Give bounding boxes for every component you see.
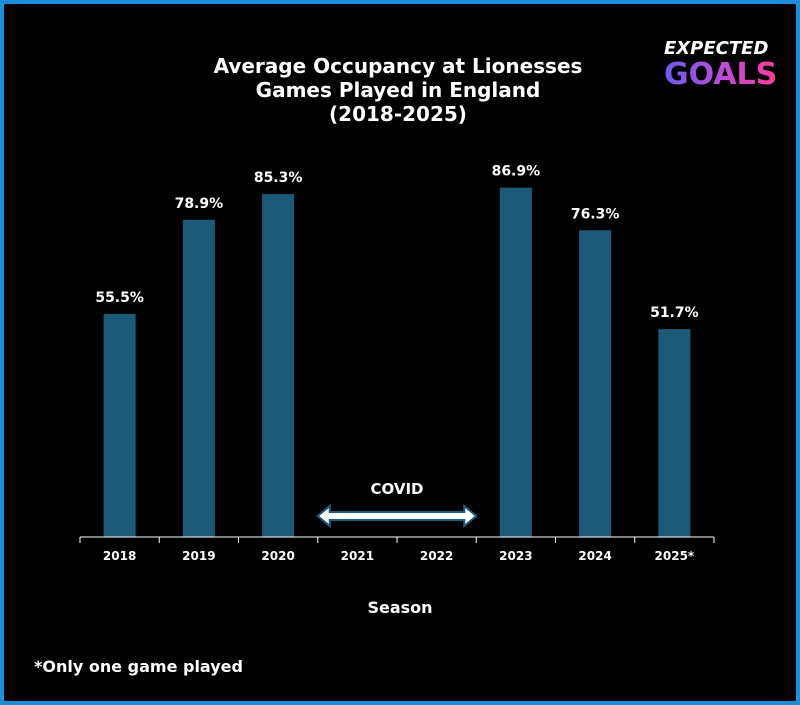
bar-2024 — [579, 230, 612, 538]
logo-text-bottom: GOALS — [664, 57, 777, 92]
bar-2023 — [499, 187, 532, 538]
data-label-2023: 86.9% — [492, 164, 541, 180]
bar-2018 — [103, 313, 136, 537]
x-tick-label: 2020 — [261, 549, 294, 563]
chart-title-line-1: Average Occupancy at Lionesses — [214, 54, 583, 78]
footnote: *Only one game played — [34, 657, 243, 676]
x-tick-label: 2023 — [499, 549, 532, 563]
bar-2025 — [658, 329, 691, 537]
bar-2020 — [262, 194, 295, 537]
bars-group — [103, 187, 691, 538]
x-tick-label: 2025* — [655, 549, 695, 563]
data-labels-group: 55.5% 78.9% 85.3% 86.9% 76.3% 51.7% — [95, 164, 698, 322]
covid-label: COVID — [371, 480, 424, 498]
data-label-2019: 78.9% — [175, 196, 224, 212]
chart-title-line-2: Games Played in England — [256, 78, 541, 102]
x-tick-label: 2024 — [578, 549, 611, 563]
x-axis-title: Season — [367, 598, 432, 617]
x-tick-label: 2018 — [103, 549, 136, 563]
logo-text-top: EXPECTED — [664, 38, 768, 59]
data-label-2024: 76.3% — [571, 206, 620, 222]
x-tick-label: 2019 — [182, 549, 215, 563]
data-label-2020: 85.3% — [254, 170, 303, 186]
covid-double-arrow — [316, 503, 478, 529]
bar-2019 — [182, 219, 215, 537]
x-axis: 2018 2019 2020 2021 2022 2023 2024 2025* — [79, 536, 715, 563]
occupancy-bar-chart: Average Occupancy at Lionesses Games Pla… — [34, 38, 777, 676]
x-tick-label: 2021 — [341, 549, 374, 563]
data-label-2025: 51.7% — [650, 305, 699, 321]
data-label-2018: 55.5% — [95, 290, 144, 306]
expected-goals-logo: EXPECTED GOALS — [664, 38, 777, 92]
x-tick-label: 2022 — [420, 549, 453, 563]
chart-frame: Average Occupancy at Lionesses Games Pla… — [4, 4, 796, 701]
chart-title-line-3: (2018-2025) — [329, 102, 467, 126]
covid-annotation: COVID — [316, 480, 478, 529]
